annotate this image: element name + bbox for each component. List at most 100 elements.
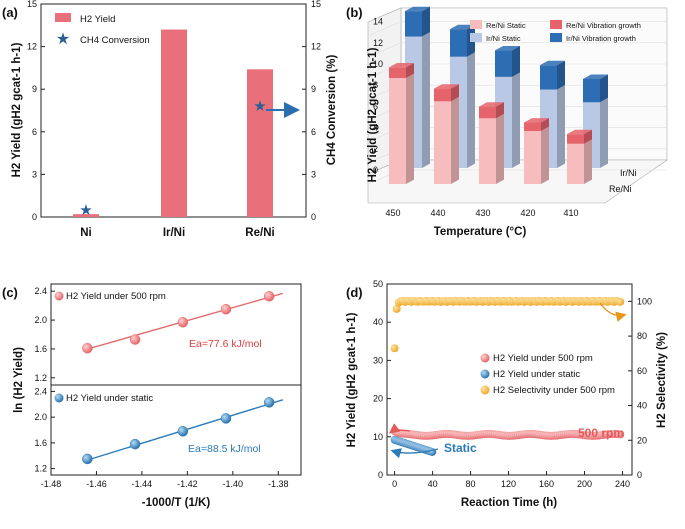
d-xtick-label: 80 [466, 479, 476, 489]
b-xtick-label: 420 [520, 208, 535, 218]
d-xtick-label: 200 [577, 479, 592, 489]
b-ztick-label: 12 [373, 38, 383, 48]
b-xtick-label: 440 [430, 208, 445, 218]
panel-d-y2label: H2 Selectivity (%) [656, 332, 668, 428]
panel-d: 0 40 80 120 160 200 240 0 10 20 30 40 50 0 20 40 60 80 100… [346, 279, 668, 509]
panel-a-legend-h2: H2 Yield [80, 14, 115, 25]
b-bar-irni-vib-side [512, 45, 520, 77]
a-star-marker: ★ [253, 98, 266, 115]
a-ytick-label: 12 [27, 42, 37, 52]
panel-b: 0 2 4 6 8 10 12 14 450 440 430 420 410 H2 Yield (gH2… [367, 6, 668, 238]
b-bar-reni-vib-top [567, 129, 592, 135]
b-bar-irni-vib-side [600, 74, 608, 103]
a-bar [247, 69, 273, 217]
panel-a-legend-swatch-h2 [55, 13, 71, 22]
panel-a-ylabel: H2 Yield (gH2 gcat-1 h-1) [11, 42, 23, 177]
c-xtick-label: -1.44 [132, 479, 153, 489]
panel-c-ylabel: ln (H2 Yield) [13, 347, 25, 413]
b-bar-reni-vib-front [524, 122, 541, 131]
legend-swatch-irni-static [470, 33, 482, 42]
panel-label-b: (b) [346, 5, 363, 20]
panel-d-annotation-static: Static [444, 441, 477, 455]
c-point [177, 426, 189, 437]
c-ytick-label: 2.0 [34, 412, 47, 422]
panel-d-legend-rpm: H2 Yield under 500 rpm [493, 353, 593, 364]
b-bar-reni-vib-side [451, 84, 459, 102]
panel-c-frame [50, 283, 302, 476]
c-xtick-label: -1.42 [177, 479, 198, 489]
b-bar-reni-static-side [451, 96, 459, 184]
b-bar-irni-vib-top [495, 45, 520, 51]
a-xtick-label: Re/Ni [245, 227, 274, 239]
c-ytick-label: 2.4 [34, 386, 47, 396]
panel-d-ylabel: H2 Yield (gH2 gcat-1 h-1) [346, 312, 358, 447]
panel-d-legend-static: H2 Yield under static [493, 369, 580, 380]
c-ytick-label: 2.0 [34, 315, 47, 325]
b-bar-reni-vib-front [479, 106, 496, 119]
c-ytick-label: 1.2 [34, 464, 47, 474]
b-ztick-label: 10 [373, 59, 383, 69]
a-xtick-label: Ir/Ni [163, 227, 185, 239]
panel-d-arrow-sel [599, 302, 627, 322]
c-point [82, 342, 93, 354]
d-y2tick-label: 60 [637, 366, 647, 376]
panel-c-legend-marker-static [54, 393, 64, 403]
c-point [263, 291, 275, 302]
b-bar-reni-vib-top [524, 118, 549, 123]
b-bar-reni-vib-side [406, 63, 414, 78]
d-ytick-label: 30 [373, 355, 383, 365]
a-ytick-label: 3 [32, 169, 37, 179]
a-ytick-label: 0 [32, 212, 37, 222]
b-bar-reni-vib-top [479, 102, 504, 107]
a-bar [161, 29, 187, 218]
b-bar-reni-vib-side [496, 102, 504, 119]
panel-a-legend-star-icon: ★ [56, 31, 70, 48]
b-bar-reni-static-side [584, 139, 592, 184]
b-side-gridline [367, 42, 402, 58]
legend-irni-vib: Ir/Ni Vibration growth [566, 34, 636, 43]
d-xtick-label: 240 [615, 479, 630, 489]
b-bar-reni-vib-side [541, 118, 549, 131]
a-y2tick-label: 15 [311, 0, 321, 9]
d-xtick-label: 40 [428, 479, 438, 489]
c-point [177, 316, 189, 328]
b-bar-irni-static-side [422, 32, 430, 168]
d-y2tick-label: 0 [637, 470, 642, 480]
b-bar-irni-vib-front [450, 29, 467, 57]
a-bar [73, 214, 99, 217]
panel-c-legend-static: H2 Yield under static [66, 393, 153, 404]
panel-b-row-label-irni: Ir/Ni [620, 168, 637, 178]
c-point [129, 438, 141, 450]
panel-d-legend-sel: H2 Selectivity under 500 rpm [493, 385, 615, 396]
panel-d-arrow-rpm [388, 423, 411, 434]
c-ytick-label: 1.6 [34, 344, 47, 354]
legend-reni-static: Re/Ni Static [486, 21, 526, 30]
panel-label-a: (a) [2, 5, 18, 20]
d-xtick-label: 120 [501, 479, 516, 489]
b-bar-irni-vib-top [540, 60, 565, 66]
panel-b-ylabel: H2 Yield (gH2 gcat-1 h-1) [367, 47, 379, 182]
b-ztick-label: 2 [373, 144, 378, 154]
b-xtick-label: 430 [475, 208, 490, 218]
b-bar-reni-vib-side [584, 129, 592, 144]
panel-d-data [390, 296, 625, 456]
a-xtick-label: Ni [80, 227, 92, 239]
b-bar-reni-vib-front [434, 88, 451, 102]
a-y2tick-label: 3 [311, 169, 316, 179]
panel-label-c: (c) [2, 285, 18, 300]
b-bar-irni-vib-top [583, 74, 608, 79]
panel-b-bars [389, 6, 608, 184]
panel-d-arrow-static [390, 448, 439, 459]
panel-d-legend-marker-sel [480, 385, 490, 395]
panel-b-row-label-reni: Re/Ni [609, 184, 632, 194]
b-bar-irni-static-side [557, 85, 565, 168]
panel-c-ticks: -1.48 -1.46 -1.44 -1.42 -1.40 -1.38 1.2 1.6 2.0 2… [34, 286, 288, 489]
c-point [263, 397, 275, 408]
a-ytick-label: 6 [32, 127, 37, 137]
b-bar-irni-vib-front [495, 50, 512, 77]
c-xtick-label: -1.48 [41, 479, 62, 489]
b-bar-reni-static-side [406, 73, 414, 184]
b-bar-reni-static-side [496, 113, 504, 184]
a-y2tick-label: 12 [311, 42, 321, 52]
